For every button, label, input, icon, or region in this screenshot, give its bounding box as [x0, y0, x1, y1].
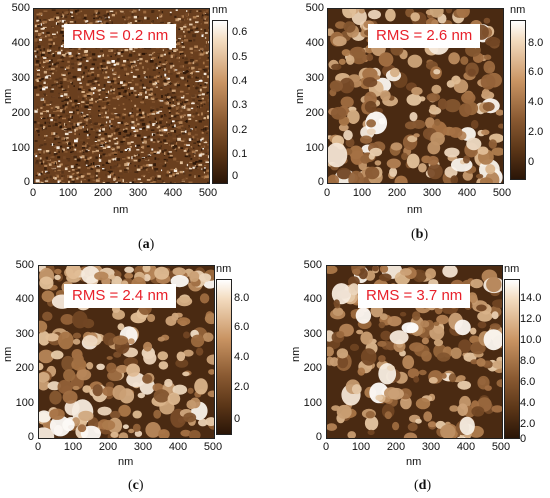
colorbar-tick-d-6.0: 6.0: [520, 376, 536, 388]
x-axis-label-d: nm: [406, 456, 422, 468]
colorbar-tick-b-6.0: 6.0: [528, 66, 544, 78]
x-tick-a-0: 0: [29, 187, 37, 199]
y-tick-c-100: 100: [15, 397, 34, 409]
y-tick-a-300: 300: [11, 72, 30, 84]
y-tick-c-200: 200: [15, 362, 34, 374]
colorbar-tick-a-0.4: 0.4: [232, 75, 248, 87]
y-tick-a-100: 100: [11, 142, 30, 154]
x-tick-b-500: 500: [492, 187, 512, 199]
y-axis-label-b: nm: [294, 88, 306, 104]
x-tick-a-400: 400: [163, 187, 183, 199]
panel-caption-b: (b): [411, 227, 429, 242]
y-tick-d-500: 500: [303, 259, 322, 271]
colorbar-tick-d-2.0: 2.0: [520, 418, 536, 430]
x-tick-d-0: 0: [322, 441, 330, 453]
x-tick-b-200: 200: [387, 187, 407, 199]
rms-label-b: RMS = 2.6 nm: [368, 24, 481, 48]
colorbar-b: [510, 20, 526, 180]
colorbar-tick-a-0.1: 0.1: [232, 148, 248, 160]
x-tick-a-100: 100: [58, 187, 78, 199]
y-axis-label-d: nm: [290, 346, 302, 362]
panel-caption-c: (c): [128, 478, 144, 493]
colorbar-tick-a-0: 0: [232, 170, 239, 182]
colorbar-tick-a-0.5: 0.5: [232, 51, 248, 63]
y-tick-b-400: 400: [305, 37, 324, 49]
colorbar-tick-a-0.6: 0.6: [232, 26, 248, 38]
y-tick-d-100: 100: [303, 397, 322, 409]
y-tick-c-300: 300: [15, 328, 34, 340]
x-tick-d-400: 400: [456, 441, 476, 453]
x-tick-d-500: 500: [491, 441, 511, 453]
x-tick-a-300: 300: [128, 187, 148, 199]
y-tick-b-100: 100: [305, 142, 324, 154]
x-tick-d-300: 300: [421, 441, 441, 453]
y-tick-d-0: 0: [315, 431, 322, 443]
x-tick-d-100: 100: [351, 441, 371, 453]
x-tick-a-200: 200: [93, 187, 113, 199]
colorbar-a: [212, 20, 228, 184]
y-tick-a-200: 200: [11, 107, 30, 119]
x-tick-c-500: 500: [203, 441, 223, 453]
colorbar-tick-a-0.2: 0.2: [232, 124, 248, 136]
colorbar-c: [216, 279, 232, 435]
y-tick-b-300: 300: [305, 72, 324, 84]
colorbar-unit-c: nm: [216, 263, 232, 275]
x-tick-b-0: 0: [323, 187, 331, 199]
y-tick-a-400: 400: [11, 37, 30, 49]
y-tick-d-400: 400: [303, 293, 322, 305]
colorbar-unit-b: nm: [510, 4, 526, 16]
colorbar-tick-d-4.0: 4.0: [520, 397, 536, 409]
rms-label-c: RMS = 2.4 nm: [64, 284, 177, 308]
x-tick-b-100: 100: [352, 187, 372, 199]
colorbar-d: [504, 279, 520, 439]
colorbar-tick-d-10.0: 10.0: [520, 334, 542, 346]
colorbar-tick-b-2.0: 2.0: [528, 126, 544, 138]
y-tick-c-500: 500: [15, 259, 34, 271]
y-tick-b-0: 0: [317, 176, 324, 188]
colorbar-tick-d-8.0: 8.0: [520, 355, 536, 367]
y-tick-b-200: 200: [305, 107, 324, 119]
y-tick-d-200: 200: [303, 362, 322, 374]
panel-caption-a: (a): [138, 237, 155, 252]
colorbar-unit-d: nm: [504, 263, 520, 275]
x-tick-b-300: 300: [422, 187, 442, 199]
rms-label-d: RMS = 3.7 nm: [358, 284, 471, 308]
colorbar-tick-c-0: 0: [234, 413, 241, 425]
x-tick-c-0: 0: [34, 441, 42, 453]
y-tick-d-300: 300: [303, 328, 322, 340]
x-axis-label-c: nm: [118, 456, 134, 468]
x-tick-c-100: 100: [63, 441, 83, 453]
y-tick-c-0: 0: [27, 431, 34, 443]
colorbar-tick-c-4.0: 4.0: [234, 351, 250, 363]
y-tick-b-500: 500: [305, 2, 324, 14]
y-tick-c-400: 400: [15, 293, 34, 305]
colorbar-tick-b-0: 0: [528, 156, 535, 168]
colorbar-tick-c-2.0: 2.0: [234, 381, 250, 393]
x-tick-c-200: 200: [98, 441, 118, 453]
colorbar-tick-d-0: 0: [520, 433, 527, 445]
panel-caption-d: (d): [414, 478, 432, 493]
x-tick-d-200: 200: [386, 441, 406, 453]
x-axis-label-a: nm: [113, 204, 129, 216]
x-tick-b-400: 400: [457, 187, 477, 199]
colorbar-tick-c-6.0: 6.0: [234, 321, 250, 333]
x-tick-a-500: 500: [198, 187, 218, 199]
colorbar-unit-a: nm: [212, 4, 228, 16]
colorbar-tick-a-0.3: 0.3: [232, 99, 248, 111]
y-axis-label-c: nm: [2, 346, 14, 362]
x-tick-c-300: 300: [133, 441, 153, 453]
y-tick-a-500: 500: [11, 2, 30, 14]
y-tick-a-0: 0: [23, 176, 30, 188]
x-axis-label-b: nm: [407, 204, 423, 216]
colorbar-tick-d-12.0: 12.0: [520, 313, 542, 325]
colorbar-tick-d-14.0: 14.0: [520, 292, 542, 304]
colorbar-tick-c-8.0: 8.0: [234, 292, 250, 304]
rms-label-a: RMS = 0.2 nm: [64, 24, 177, 48]
colorbar-tick-b-8.0: 8.0: [528, 37, 544, 49]
colorbar-tick-b-4.0: 4.0: [528, 96, 544, 108]
y-axis-label-a: nm: [2, 88, 14, 104]
x-tick-c-400: 400: [168, 441, 188, 453]
